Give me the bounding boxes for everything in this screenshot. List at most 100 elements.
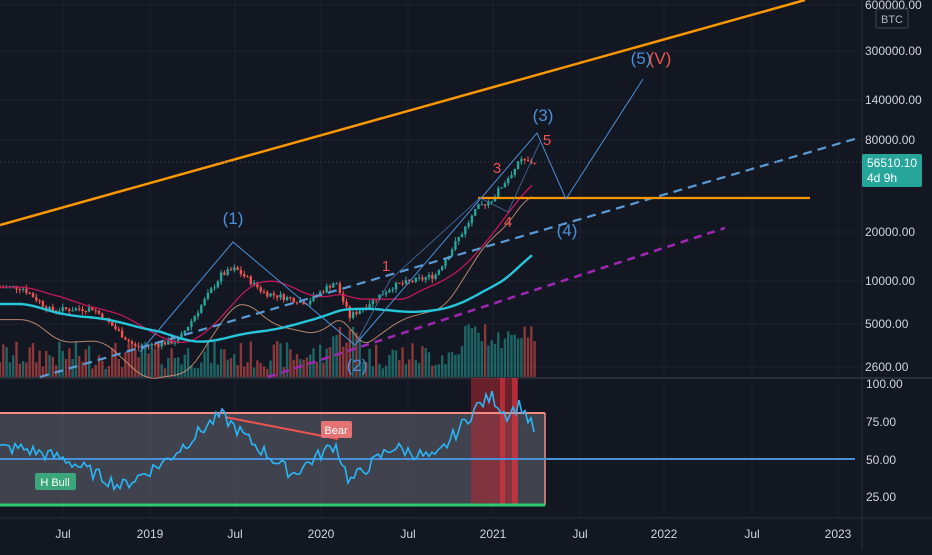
candle-body-103 — [338, 283, 342, 294]
rsi-pane[interactable] — [0, 379, 862, 516]
volume-bar-136 — [447, 352, 450, 377]
volume-bar-61 — [200, 362, 203, 377]
price-axis[interactable]: 600000.00 300000.00 140000.00 80000.00 2… — [865, 0, 922, 374]
volume-bar-57 — [186, 348, 190, 377]
volume-bar-128 — [421, 346, 424, 377]
candle-body-149 — [490, 201, 493, 203]
candle-body-109 — [358, 310, 361, 315]
volume-bar-118 — [388, 355, 391, 377]
volume-bar-144 — [474, 326, 477, 377]
volume-bar-14 — [45, 350, 48, 377]
candle-body-38 — [124, 337, 127, 340]
volume-bar-47 — [153, 348, 157, 377]
candle-body-123 — [404, 280, 408, 284]
candles — [0, 156, 536, 351]
candle-body-71 — [233, 267, 236, 271]
candle-body-85 — [279, 294, 282, 298]
volume-bar-44 — [144, 345, 147, 377]
hbull-tag-label: H Bull — [40, 477, 69, 489]
bar-countdown: 4d 9h — [867, 171, 897, 185]
price-pane[interactable] — [0, 0, 862, 377]
time-tick-jul-2019: Jul — [227, 527, 242, 541]
volume-bar-5 — [15, 341, 18, 377]
candle-body-153 — [503, 183, 507, 188]
candle-body-81 — [266, 292, 269, 297]
volume-bar-152 — [500, 348, 503, 377]
candle-body-87 — [285, 297, 289, 301]
volume-bar-37 — [120, 367, 124, 377]
volume-bar-137 — [450, 352, 454, 377]
volume-bar-94 — [309, 354, 312, 377]
volume-bar-157 — [516, 338, 520, 377]
volume-bar-122 — [401, 347, 404, 377]
price-tick-140000: 140000.00 — [865, 93, 922, 107]
candle-body-49 — [160, 342, 163, 347]
volume-bar-151 — [497, 332, 500, 377]
ma-teal-line — [0, 254, 533, 343]
candle-body-92 — [302, 300, 305, 305]
symbol-badge[interactable] — [875, 8, 909, 29]
candle-body-35 — [114, 325, 117, 330]
volume-bar-78 — [256, 360, 259, 377]
candle-body-97 — [318, 291, 322, 296]
time-axis[interactable]: Jul 2019 Jul 2020 Jul 2021 Jul 2022 Jul … — [55, 527, 851, 541]
candle-body-121 — [398, 282, 401, 284]
candle-body-30 — [97, 310, 101, 314]
candle-body-29 — [94, 310, 97, 312]
candle-body-24 — [78, 308, 81, 310]
candle-body-156 — [513, 168, 516, 176]
volume-bar-36 — [117, 358, 120, 377]
volume-bar-84 — [276, 341, 279, 377]
candle-body-18 — [58, 311, 61, 313]
price-tick-80000: 80000.00 — [865, 133, 915, 147]
ma-crimson-line — [0, 184, 533, 343]
rsi-line — [0, 390, 535, 492]
candle-body-52 — [170, 339, 173, 344]
volume-bar-34 — [111, 347, 114, 377]
overbought-zone — [471, 378, 517, 504]
volume-bar-148 — [487, 345, 490, 377]
volume-bar-153 — [503, 338, 507, 377]
candle-body-22 — [71, 310, 74, 312]
volume-bar-69 — [226, 359, 229, 377]
candle-body-132 — [434, 274, 437, 279]
candle-body-84 — [276, 295, 279, 298]
volume-bar-130 — [427, 352, 431, 377]
candle-body-105 — [345, 301, 348, 307]
time-tick-jul-2021: Jul — [572, 527, 587, 541]
rsi-axis[interactable]: 100.00 75.00 50.00 25.00 — [866, 377, 903, 504]
candle-body-26 — [84, 311, 87, 313]
candle-body-151 — [497, 188, 500, 197]
candle-body-112 — [368, 304, 371, 309]
volume-bar-41 — [134, 350, 137, 377]
volume-bar-4 — [12, 355, 15, 377]
candle-body-54 — [177, 338, 180, 343]
volume-bar-73 — [239, 343, 243, 377]
overbought-zone-inner-2 — [512, 378, 518, 504]
candle-body-88 — [289, 297, 292, 299]
candle-body-69 — [226, 269, 229, 275]
volume-bar-2 — [5, 347, 8, 377]
price-tick-300000: 300000.00 — [865, 44, 922, 58]
candle-body-63 — [206, 292, 210, 299]
volume-bar-159 — [523, 326, 526, 377]
volume-bar-9 — [28, 347, 31, 377]
candle-body-47 — [153, 343, 157, 345]
candle-body-6 — [18, 289, 21, 291]
candle-body-104 — [342, 293, 345, 302]
candle-body-15 — [48, 306, 51, 310]
volume-bar-67 — [219, 349, 223, 377]
time-tick-jul-2020: Jul — [400, 527, 415, 541]
volume-bar-107 — [351, 326, 355, 377]
volume-bar-114 — [375, 344, 378, 377]
volume-bar-162 — [533, 341, 536, 377]
candle-body-138 — [454, 241, 457, 250]
candle-body-27 — [87, 307, 91, 312]
volume-bar-46 — [150, 347, 153, 377]
volume-bar-77 — [252, 367, 256, 377]
candle-body-130 — [427, 274, 431, 278]
volume-bar-62 — [203, 351, 206, 377]
candle-body-73 — [239, 269, 243, 275]
